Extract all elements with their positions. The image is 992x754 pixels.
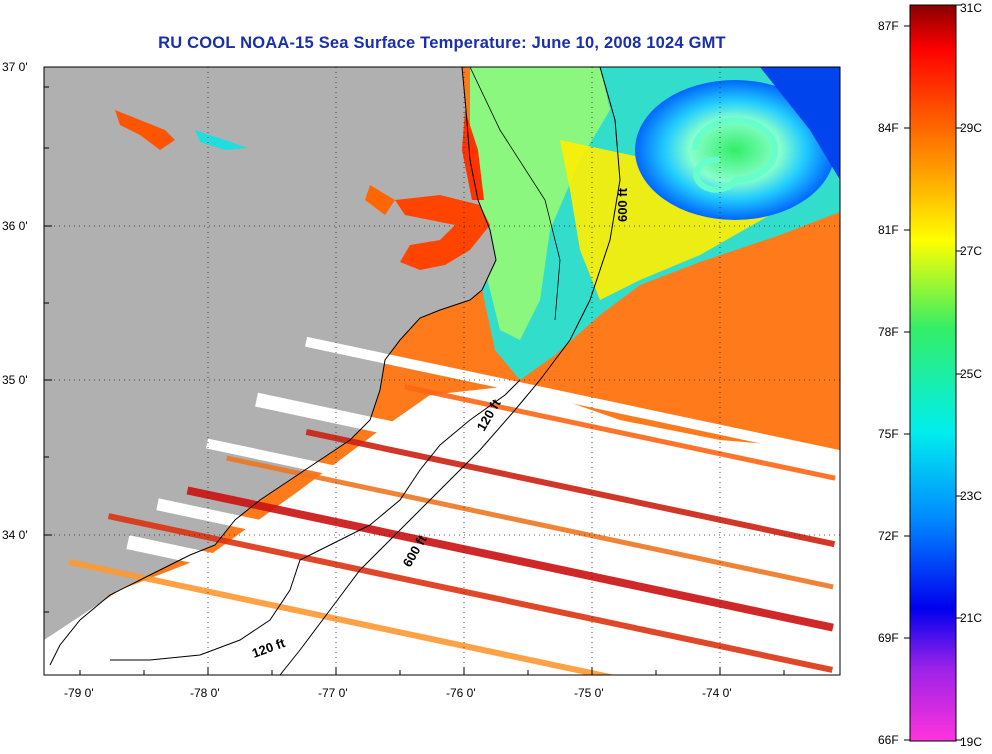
land-mass [44, 67, 496, 675]
coastline [49, 67, 497, 666]
lat-label-35: 35 0' [2, 373, 28, 387]
lat-label-36: 36 0' [2, 219, 28, 233]
colorbar-label-66f: 66F [878, 733, 899, 747]
inland-lake [115, 110, 175, 150]
contour-600ft [279, 67, 621, 675]
colorbar-label-84f: 84F [878, 121, 899, 135]
colorbar-label-23c: 23C [960, 489, 982, 503]
sst-map-area [44, 67, 840, 675]
colorbar-label-81f: 81F [878, 223, 899, 237]
colorbar-label-75f: 75F [878, 427, 899, 441]
lon-label-77: -77 0' [318, 686, 348, 700]
colorbar-label-25c: 25C [960, 367, 982, 381]
river-estuary [365, 185, 395, 215]
warm-core-eddy [635, 80, 835, 220]
lat-label-34: 34 0' [2, 528, 28, 542]
colorbar-label-29c: 29C [960, 121, 982, 135]
shelf-detail-contour [469, 67, 561, 321]
map-title: RU COOL NOAA-15 Sea Surface Temperature:… [158, 34, 726, 52]
colorbar-label-27c: 27C [960, 244, 982, 258]
lon-label-79: -79 0' [64, 686, 94, 700]
noise-stripes [68, 384, 836, 675]
shelf-green-water [470, 67, 610, 340]
colorbar-label-78f: 78F [878, 325, 899, 339]
colorbar-label-72f: 72F [878, 529, 899, 543]
colorbar-label-87f: 87F [878, 19, 899, 33]
yellow-water [560, 140, 770, 300]
colorbar: 87F 84F 81F 78F 75F 72F 69F 66F 31C 29C … [878, 1, 982, 749]
lon-label-74: -74 0' [702, 686, 732, 700]
colorbar-gradient [909, 4, 957, 742]
eddy-swirl [692, 117, 778, 193]
colorbar-label-21c: 21C [960, 611, 982, 625]
offshore-blue-water [760, 67, 840, 180]
colorbar-label-19c: 19C [960, 735, 982, 749]
axis-ticks [44, 86, 785, 675]
inland-lake-2 [195, 130, 248, 150]
lon-label-78: -78 0' [190, 686, 220, 700]
colorbar-ticks [904, 4, 962, 741]
lon-label-75: -75 0' [574, 686, 604, 700]
colorbar-label-31c: 31C [960, 1, 982, 15]
pamlico-sound [395, 195, 490, 270]
map-frame [43, 66, 841, 676]
colorbar-label-69f: 69F [878, 631, 899, 645]
contour-120ft [110, 379, 521, 661]
lon-label-76: -76 0' [446, 686, 476, 700]
lat-label-37: 37 0' [2, 60, 28, 74]
contour-label-600ft-north: 600 ft [615, 187, 630, 222]
cloud-streaks [126, 336, 840, 675]
